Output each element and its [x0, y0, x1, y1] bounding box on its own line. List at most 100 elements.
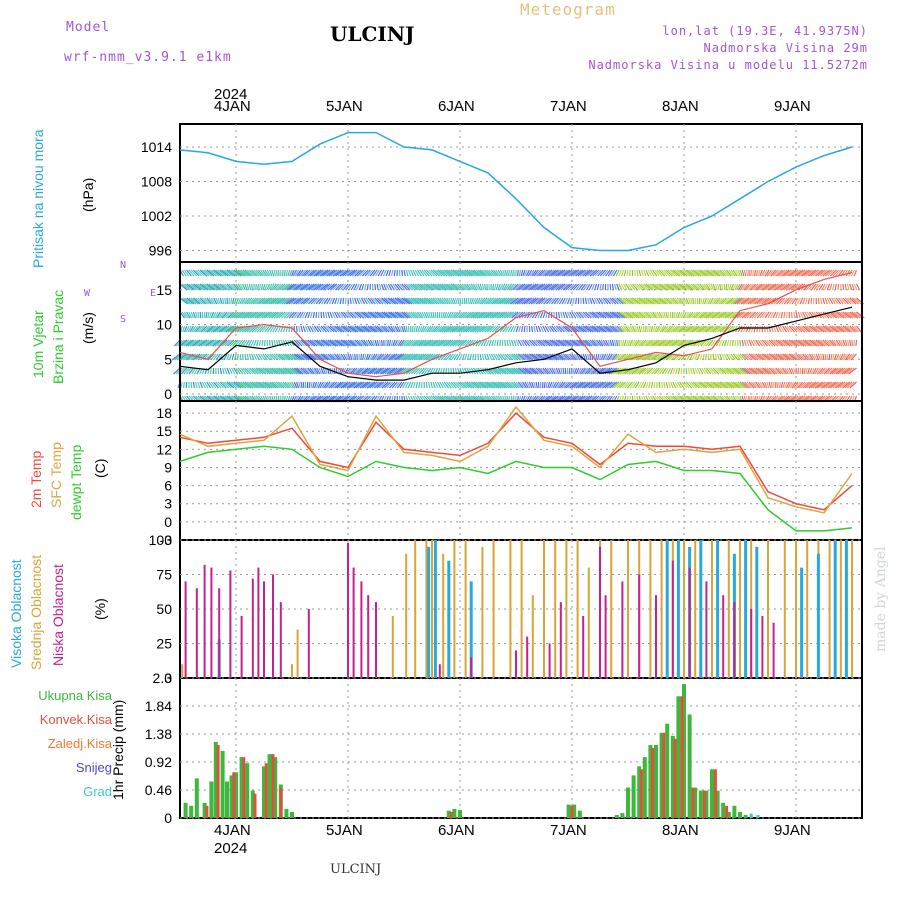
wind-barb: [248, 297, 255, 305]
wind-barb: [701, 283, 707, 291]
precip-total-bar: [273, 757, 278, 818]
wind-barb: [701, 269, 710, 277]
wind-barb: [383, 283, 387, 291]
wind-barb: [274, 297, 284, 305]
wind-barb: [696, 367, 701, 375]
wind-barb: [559, 269, 568, 277]
wind-barb: [202, 325, 210, 333]
wind-barb: [728, 367, 737, 375]
wind-barb: [672, 297, 679, 305]
wind-barb: [310, 283, 320, 291]
wind-barb: [540, 297, 548, 305]
wind-barb: [599, 269, 607, 277]
wind-barb: [645, 283, 654, 291]
wind-barb: [802, 297, 806, 305]
wind-barb: [737, 325, 743, 333]
wind-barb: [423, 283, 433, 291]
wind-barb: [360, 339, 367, 347]
wind-barb: [540, 325, 544, 333]
wind-barb: [247, 339, 253, 347]
wind-barb: [200, 339, 210, 347]
wind-barb: [688, 269, 697, 277]
wind-barb: [728, 269, 734, 277]
wind-barb: [835, 325, 845, 333]
wind-barb: [596, 311, 605, 319]
wind-barb: [419, 283, 428, 291]
wind-barb: [749, 311, 757, 319]
wind-barb: [405, 325, 408, 333]
wind-barb: [672, 325, 680, 333]
cloud-low-bar: [599, 546, 601, 678]
wind-barb: [493, 339, 497, 347]
wind-barb: [736, 283, 741, 291]
wind-barb: [790, 367, 795, 375]
wind-barb: [383, 311, 393, 319]
precip-total-bar: [698, 790, 703, 818]
wind-barb: [757, 367, 766, 375]
wind-barb: [746, 367, 756, 375]
wind-barb: [544, 325, 550, 333]
wind-barb: [532, 283, 542, 291]
wind-barb: [235, 381, 244, 389]
wind-barb: [208, 325, 217, 333]
wind-barb: [451, 311, 457, 319]
wind-barb: [643, 269, 647, 277]
wind-barb: [183, 325, 188, 333]
wind-barb: [192, 339, 201, 347]
wind-barb: [376, 325, 384, 333]
wind-barb: [778, 297, 786, 305]
wind-barb: [670, 297, 677, 305]
wind-barb: [340, 325, 350, 333]
cloud-low-bar: [184, 581, 187, 678]
wind-barb: [739, 283, 745, 291]
wind-barb: [470, 269, 479, 277]
y-tick-label: 15: [156, 282, 172, 298]
wind-barb: [195, 283, 205, 291]
wind-barb: [826, 325, 836, 333]
precip-total-bar: [262, 766, 266, 818]
wind-barb: [347, 283, 353, 291]
wind-barb: [779, 269, 788, 277]
wind-barb: [186, 269, 192, 277]
wind-barb: [772, 269, 779, 277]
wind-barb: [248, 353, 252, 361]
wind-barb: [558, 353, 566, 361]
wind-barb: [832, 381, 842, 389]
wind-barb: [577, 367, 582, 375]
precip-total-bar: [732, 805, 737, 818]
wind-barb: [249, 381, 258, 389]
wind-barb: [513, 339, 517, 347]
wind-barb: [793, 311, 796, 319]
meteogram-label: Meteogram: [520, 0, 616, 19]
wind-barb: [704, 325, 714, 333]
wind-barb: [680, 311, 685, 319]
wind-barb: [569, 353, 575, 361]
wind-barb: [451, 325, 461, 333]
wind-barb: [810, 367, 815, 375]
wind-barb: [218, 353, 224, 361]
wind-barb: [365, 367, 374, 375]
wind-barb: [191, 325, 197, 333]
wind-barb: [746, 339, 750, 347]
wind-barb: [257, 269, 264, 277]
wind-barb: [385, 283, 390, 291]
wind-barb: [745, 297, 754, 305]
wind-barb: [764, 367, 772, 375]
wind-barb: [515, 381, 522, 389]
wind-barb: [417, 283, 426, 291]
wind-barb: [266, 297, 275, 305]
wind-barb: [533, 297, 542, 305]
wind-barb: [726, 353, 731, 361]
wind-barb: [726, 269, 732, 277]
wind-barb: [587, 339, 595, 347]
cloud-high-bar: [469, 581, 473, 678]
wind-barb: [554, 381, 560, 389]
wind-barb: [636, 297, 646, 305]
wind-barb: [721, 381, 731, 389]
wind-barb: [616, 339, 618, 347]
wind-barb: [650, 381, 654, 389]
wind-barb: [228, 283, 235, 291]
wind-barb: [694, 367, 699, 375]
wind-barb: [529, 367, 537, 375]
wind-barb: [653, 367, 660, 375]
